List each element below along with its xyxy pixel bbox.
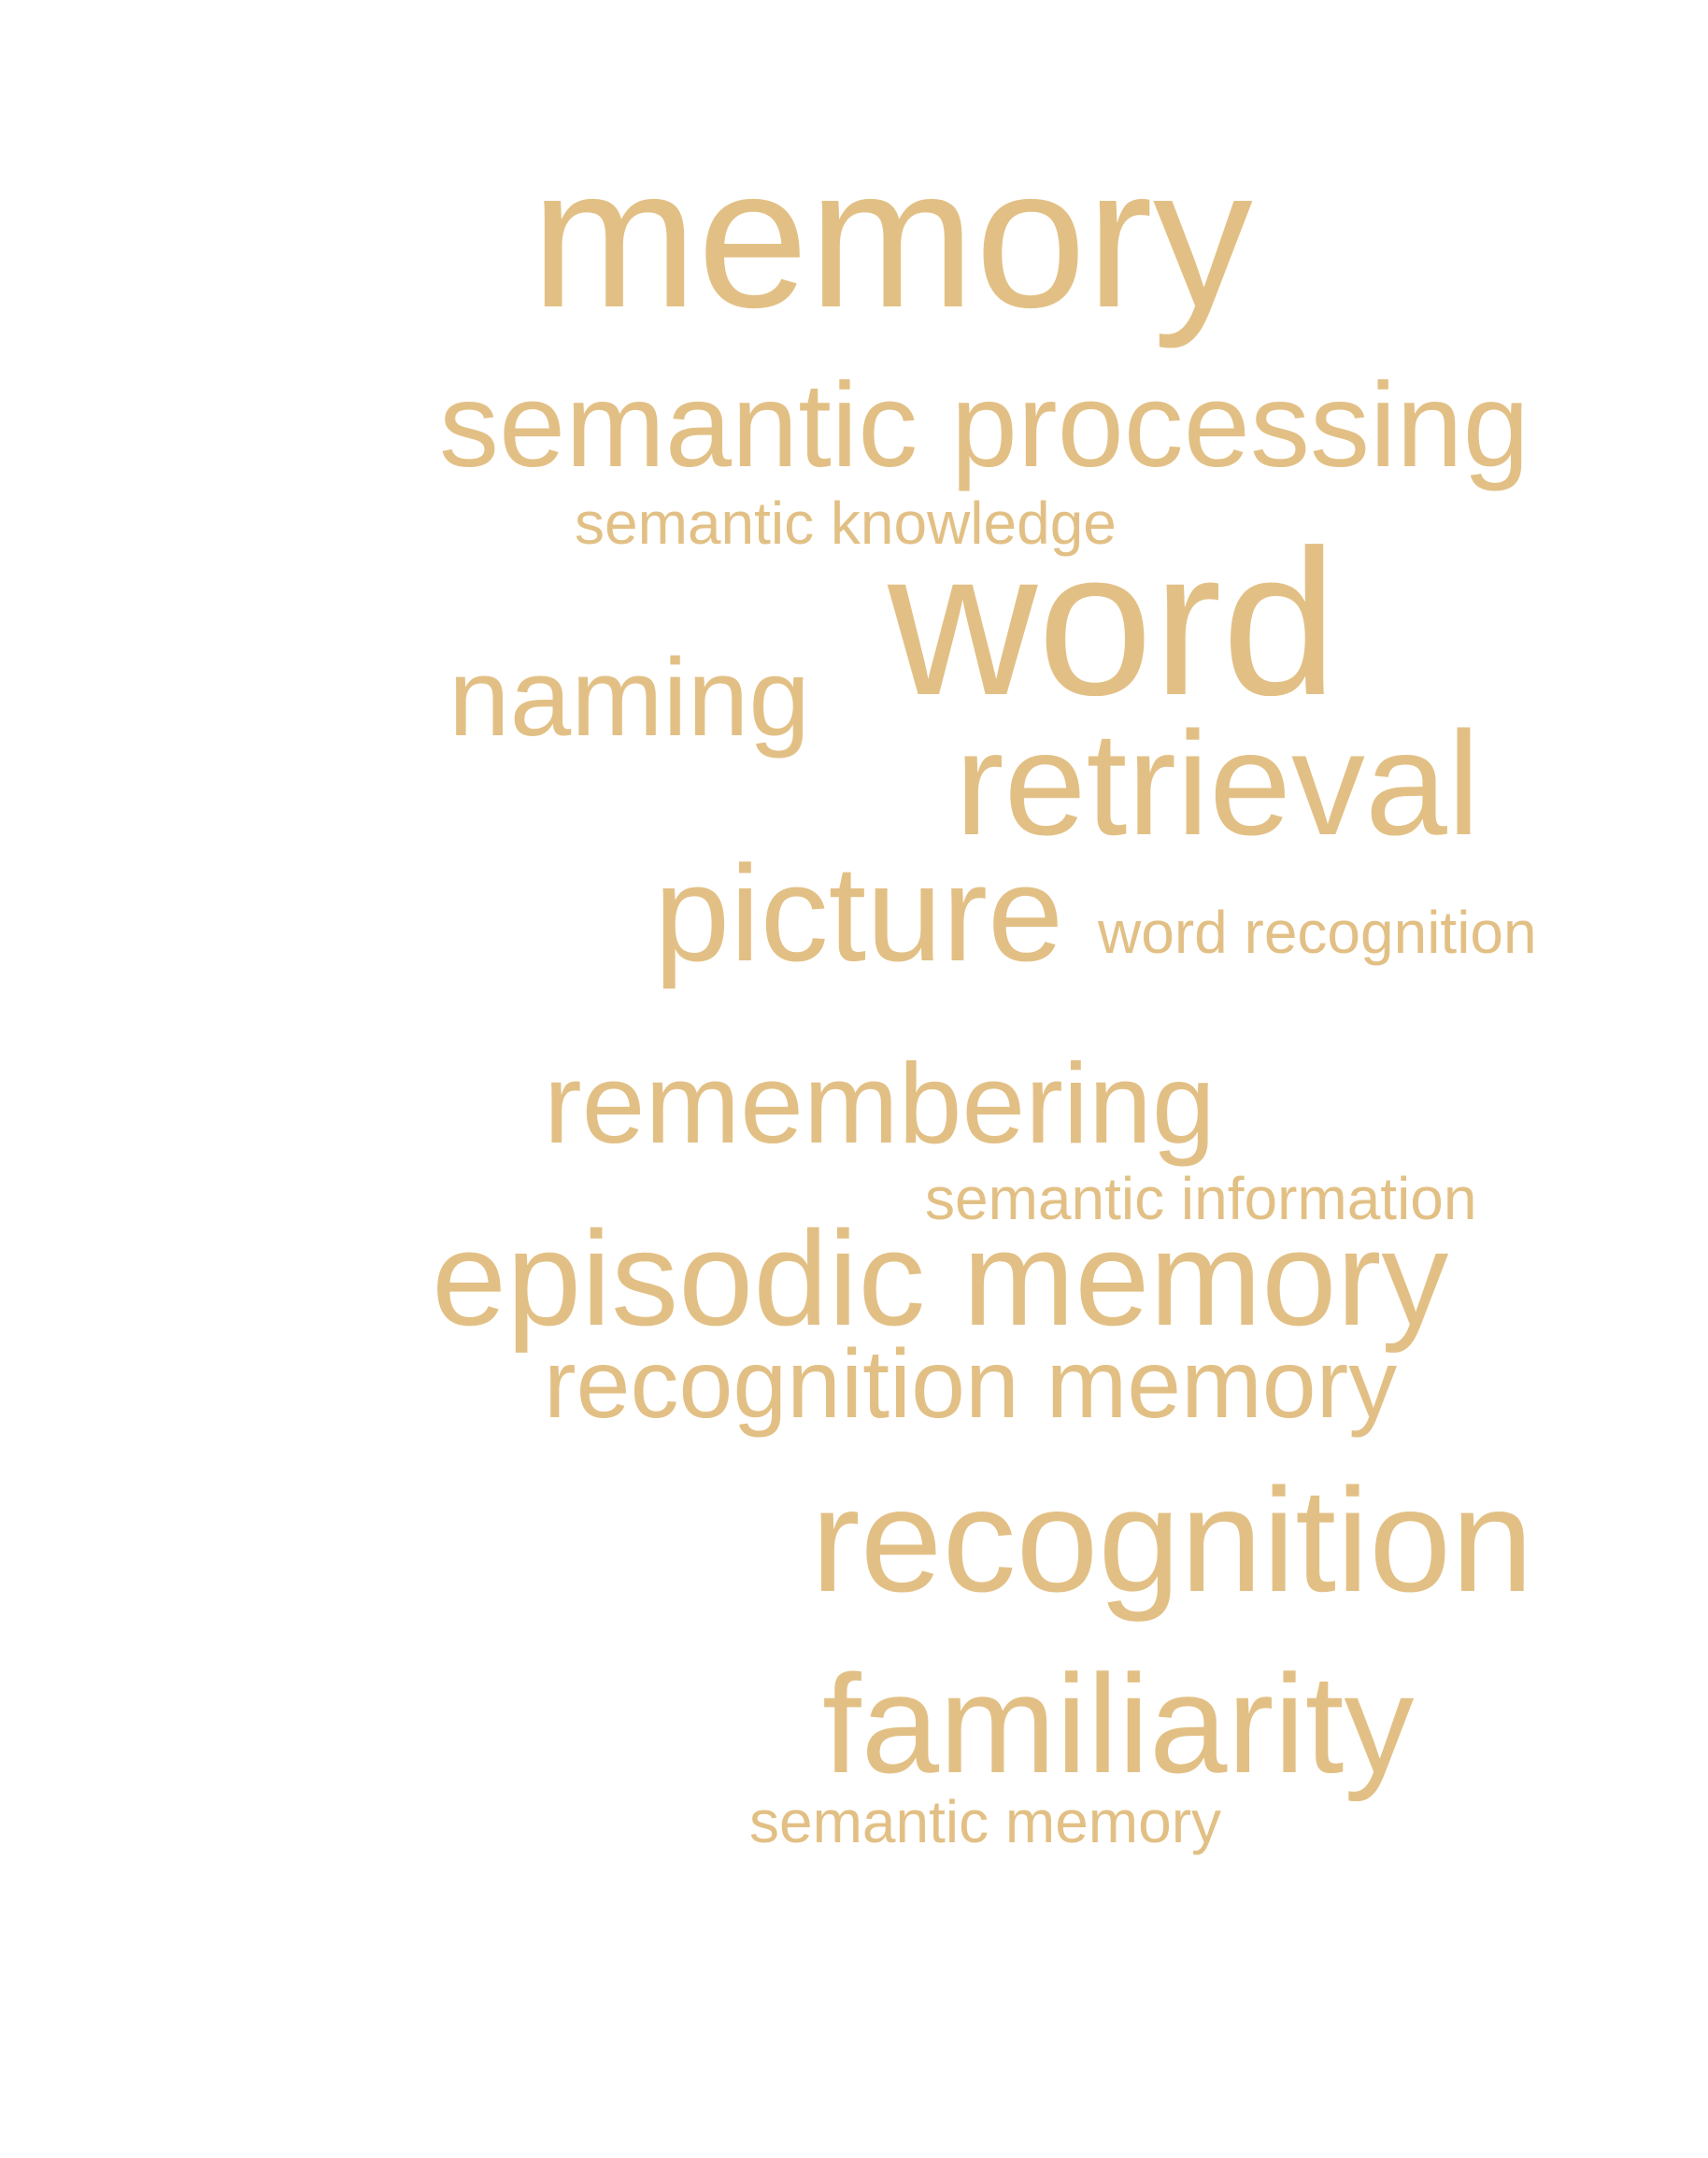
word-picture: picture	[654, 837, 1064, 989]
word-recognition: recognition	[811, 1458, 1533, 1623]
word-recognition-memory: recognition memory	[544, 1330, 1398, 1439]
word-semantic-processing: semantic processing	[439, 359, 1530, 492]
word-naming: naming	[448, 636, 811, 760]
word-remembering: remembering	[544, 1040, 1216, 1167]
word-retrieval: retrieval	[955, 702, 1480, 866]
word-semantic-memory: semantic memory	[749, 1788, 1221, 1855]
word-word: word	[888, 507, 1338, 739]
word-word-recognition: word recognition	[1098, 899, 1537, 966]
word-familiarity: familiarity	[822, 1645, 1415, 1802]
word-semantic-knowledge: semantic knowledge	[575, 490, 1117, 557]
word-episodic-memory: episodic memory	[432, 1203, 1449, 1354]
word-semantic-information: semantic information	[925, 1165, 1477, 1232]
word-memory: memory	[531, 126, 1253, 349]
